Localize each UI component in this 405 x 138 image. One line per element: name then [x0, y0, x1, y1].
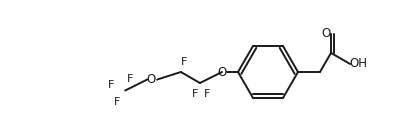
Text: O: O [321, 27, 330, 40]
Text: F: F [127, 74, 133, 83]
Text: OH: OH [348, 57, 366, 70]
Text: O: O [217, 66, 226, 79]
Text: F: F [180, 57, 187, 67]
Text: F: F [114, 96, 120, 107]
Text: F: F [108, 79, 114, 90]
Text: F: F [191, 89, 198, 99]
Text: F: F [203, 89, 210, 99]
Text: O: O [146, 73, 156, 86]
